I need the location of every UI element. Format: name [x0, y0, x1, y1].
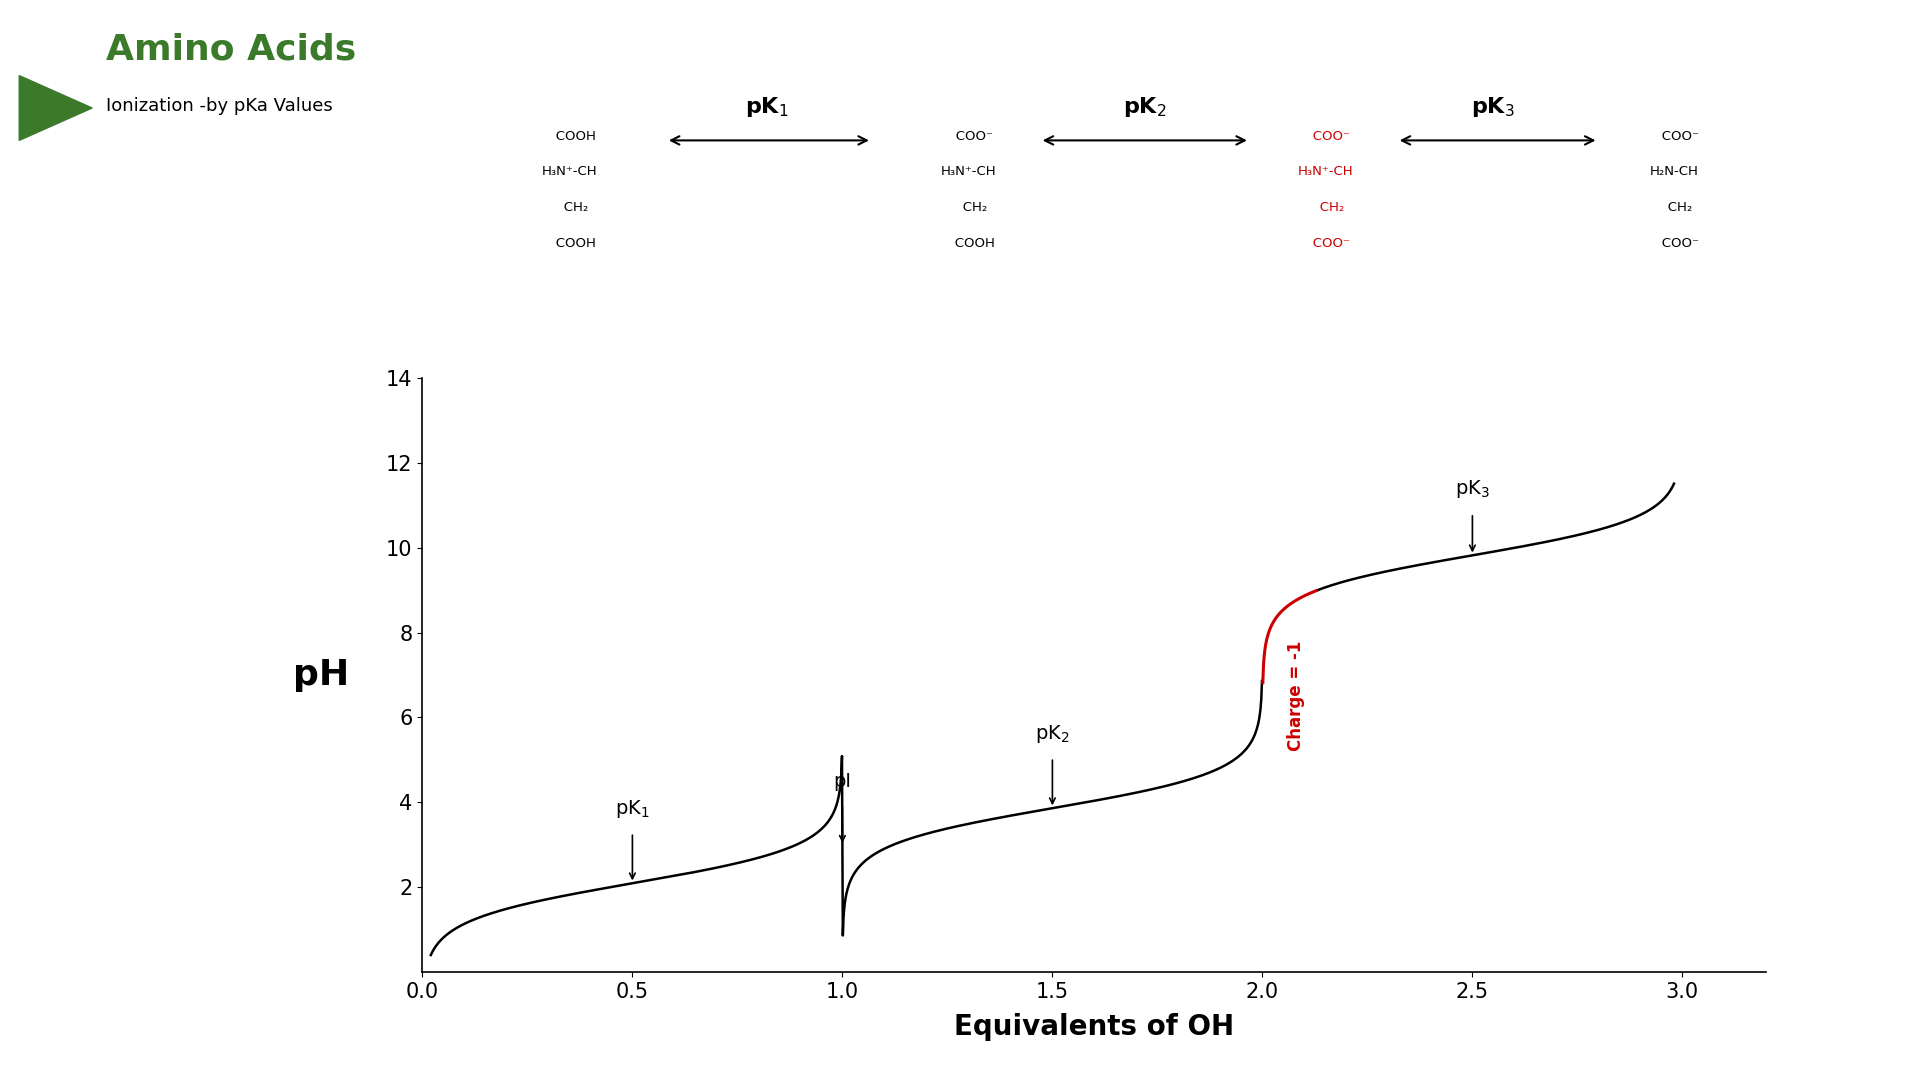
- Text: Charge = -1: Charge = -1: [1286, 642, 1306, 752]
- Text: pH: pH: [294, 658, 349, 692]
- Text: pK$_3$: pK$_3$: [1471, 95, 1515, 119]
- Text: H₃N⁺-CH: H₃N⁺-CH: [941, 165, 996, 178]
- Text: COO⁻: COO⁻: [1649, 130, 1699, 143]
- Text: H₂N-CH: H₂N-CH: [1649, 165, 1699, 178]
- Text: CH₂: CH₂: [1655, 201, 1693, 214]
- Text: H₃N⁺-CH: H₃N⁺-CH: [541, 165, 597, 178]
- Text: pK$_1$: pK$_1$: [745, 95, 789, 119]
- Text: COO⁻: COO⁻: [1300, 130, 1350, 143]
- Text: pK$_2$: pK$_2$: [1035, 723, 1069, 744]
- Text: COO⁻: COO⁻: [1649, 237, 1699, 249]
- Text: COO⁻: COO⁻: [943, 130, 993, 143]
- Text: COOH: COOH: [543, 237, 595, 249]
- Text: pK$_1$: pK$_1$: [614, 798, 649, 820]
- Text: pK$_3$: pK$_3$: [1455, 478, 1490, 500]
- X-axis label: Equivalents of OH: Equivalents of OH: [954, 1013, 1235, 1041]
- Text: Ionization -by pKa Values: Ionization -by pKa Values: [106, 97, 332, 116]
- Text: CH₂: CH₂: [551, 201, 588, 214]
- Text: COO⁻: COO⁻: [1300, 237, 1350, 249]
- Text: pI: pI: [833, 771, 851, 791]
- Text: CH₂: CH₂: [950, 201, 987, 214]
- Text: Amino Acids: Amino Acids: [106, 32, 355, 66]
- Text: COOH: COOH: [543, 130, 595, 143]
- Text: CH₂: CH₂: [1308, 201, 1344, 214]
- Text: pK$_2$: pK$_2$: [1123, 95, 1167, 119]
- Text: H₃N⁺-CH: H₃N⁺-CH: [1298, 165, 1354, 178]
- Text: COOH: COOH: [943, 237, 995, 249]
